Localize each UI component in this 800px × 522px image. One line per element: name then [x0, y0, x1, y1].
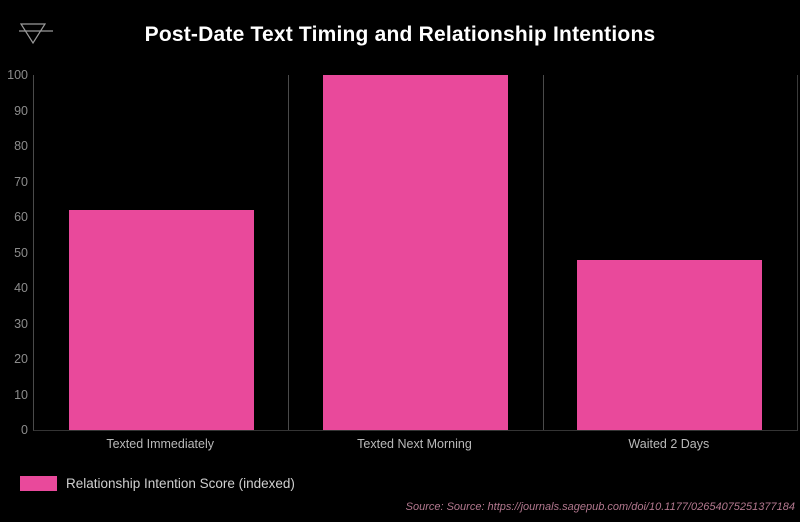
y-tick-label: 60 — [14, 210, 28, 224]
y-tick-label: 30 — [14, 316, 28, 331]
x-category-label: Texted Immediately — [106, 437, 214, 451]
source-attribution: Source: Source: https://journals.sagepub… — [405, 501, 795, 513]
chart-title: Post-Date Text Timing and Relationship I… — [144, 23, 656, 46]
y-tick-label: 10 — [14, 387, 28, 402]
y-tick-label: 0 — [21, 423, 28, 437]
y-tick-label: 70 — [14, 174, 28, 189]
y-tick-label: 90 — [14, 103, 28, 118]
y-tick-label: 20 — [14, 352, 28, 366]
legend-label: Relationship Intention Score (indexed) — [66, 476, 295, 491]
category-separator-line — [542, 75, 544, 430]
bar-3 — [577, 259, 763, 430]
plot-area — [33, 75, 798, 431]
y-tick-label: 50 — [14, 245, 28, 260]
y-tick-label: 80 — [14, 139, 28, 153]
category-separator-line — [288, 75, 290, 430]
x-category-label: Texted Next Morning — [357, 437, 472, 451]
legend-swatch — [20, 476, 57, 491]
x-category-label: Waited 2 Days — [628, 437, 710, 451]
y-tick-label: 100 — [7, 68, 28, 82]
y-tick-label: 40 — [14, 281, 28, 295]
bar-2 — [323, 75, 508, 430]
triangle-line-logo-icon — [19, 23, 53, 45]
legend: Relationship Intention Score (indexed) — [20, 476, 295, 491]
bar-1 — [68, 209, 254, 430]
